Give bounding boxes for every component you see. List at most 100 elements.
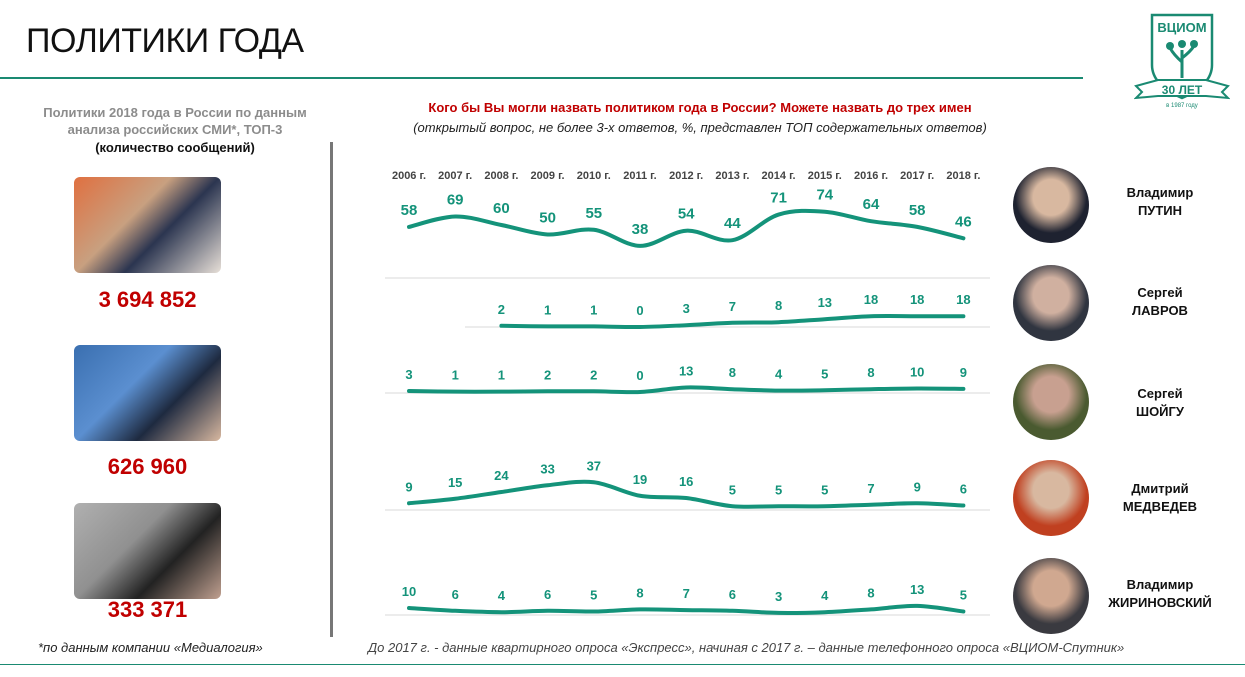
data-label: 6: [729, 587, 736, 602]
data-label: 1: [452, 368, 459, 383]
data-label: 38: [632, 221, 649, 238]
sobyanin-mentions: 333 371: [107, 597, 188, 622]
data-label: 2: [590, 367, 597, 382]
chart-subtitle: (открытый вопрос, не более 3-х ответов, …: [413, 120, 987, 135]
year-label: 2013 г.: [715, 170, 749, 182]
data-label: 0: [636, 303, 643, 318]
page-title: ПОЛИТИКИ ГОДА: [26, 22, 304, 60]
year-label: 2012 г.: [669, 170, 703, 182]
data-label: 1: [544, 302, 551, 317]
year-label: 2014 г.: [762, 170, 796, 182]
politician-name: Владимир ЖИРИНОВСКИЙ: [1108, 577, 1212, 610]
year-label: 2009 г.: [531, 170, 565, 182]
svg-text:в 1987 году: в 1987 году: [1166, 103, 1198, 109]
data-label: 8: [867, 365, 874, 380]
chart-title: Кого бы Вы могли назвать политиком года …: [428, 100, 972, 115]
shoigu-avatar: [1013, 364, 1089, 440]
data-label: 2: [498, 302, 505, 317]
year-label: 2018 г.: [946, 170, 980, 182]
data-label: 0: [636, 368, 643, 383]
data-label: 6: [960, 482, 967, 497]
year-label: 2016 г.: [854, 170, 888, 182]
data-label: 13: [818, 295, 832, 310]
data-label: 5: [960, 588, 967, 603]
data-label: 55: [585, 205, 602, 222]
year-label: 2006 г.: [392, 170, 426, 182]
data-label: 4: [498, 588, 506, 603]
data-label: 5: [821, 366, 828, 381]
data-label: 4: [821, 588, 829, 603]
data-label: 71: [770, 190, 787, 207]
data-label: 10: [402, 584, 416, 599]
data-label: 18: [956, 292, 970, 307]
data-label: 18: [910, 292, 924, 307]
data-label: 46: [955, 213, 972, 230]
year-label: 2008 г.: [484, 170, 518, 182]
data-label: 9: [960, 365, 967, 380]
data-label: 44: [724, 215, 741, 232]
series-line: [407, 208, 966, 248]
putin-avatar: [1013, 167, 1089, 243]
year-label: 2015 г.: [808, 170, 842, 182]
data-label: 9: [914, 479, 921, 494]
data-label: 5: [775, 482, 782, 497]
data-label: 6: [452, 587, 459, 602]
data-label: 13: [910, 582, 924, 597]
svg-text:ВЦИОМ: ВЦИОМ: [1157, 20, 1206, 35]
data-label: 8: [775, 298, 782, 313]
media-heading: Политики 2018 года в России по данным ан…: [43, 105, 307, 137]
politician-name: Владимир ПУТИН: [1126, 185, 1194, 218]
data-label: 3: [405, 367, 412, 382]
svg-text:30 ЛЕТ: 30 ЛЕТ: [1162, 83, 1203, 97]
data-label: 24: [494, 468, 509, 483]
putin-mentions: 3 694 852: [98, 287, 197, 312]
data-label: 8: [729, 365, 736, 380]
series-line: [407, 479, 966, 509]
data-label: 5: [821, 482, 828, 497]
header-divider: [0, 77, 1083, 79]
year-label: 2017 г.: [900, 170, 934, 182]
data-label: 9: [405, 479, 412, 494]
politician-name: Сергей ЛАВРОВ: [1132, 285, 1188, 318]
data-label: 5: [729, 482, 736, 497]
data-label: 5: [590, 588, 597, 603]
data-label: 74: [816, 187, 833, 204]
putin-photo: [74, 177, 221, 273]
data-label: 54: [678, 206, 695, 223]
data-label: 58: [909, 202, 926, 219]
data-label: 1: [498, 368, 505, 383]
data-label: 7: [867, 481, 874, 496]
data-label: 69: [447, 191, 464, 208]
year-label: 2011 г.: [623, 170, 656, 182]
footer-divider: [0, 664, 1245, 665]
medvedev-mentions: 626 960: [107, 454, 188, 479]
data-label: 1: [590, 302, 597, 317]
data-label: 19: [633, 472, 647, 487]
data-label: 16: [679, 474, 693, 489]
data-label: 6: [544, 587, 551, 602]
vciom-logo: ВЦИОМ 30 ЛЕТ в 1987 году: [1133, 10, 1231, 115]
data-label: 37: [587, 458, 601, 473]
sobyanin-photo: [74, 503, 221, 599]
vertical-divider: [330, 142, 333, 637]
data-label: 2: [544, 367, 551, 382]
data-label: 7: [729, 299, 736, 314]
politician-name: Дмитрий МЕДВЕДЕВ: [1122, 481, 1198, 514]
year-label: 2010 г.: [577, 170, 611, 182]
series-line: [407, 385, 966, 395]
data-label: 15: [448, 475, 462, 490]
data-label: 8: [636, 585, 643, 600]
lavrov-avatar: [1013, 265, 1089, 341]
media-subheading: (количество сообщений): [95, 140, 255, 155]
medvedev-photo: [74, 345, 221, 441]
year-label: 2007 г.: [438, 170, 472, 182]
data-label: 18: [864, 292, 878, 307]
data-label: 13: [679, 363, 693, 378]
data-label: 8: [867, 585, 874, 600]
series-line: [499, 313, 966, 330]
data-label: 3: [775, 589, 782, 604]
media-footnote: *по данным компании «Медиалогия»: [38, 640, 263, 655]
medvedev-avatar: [1013, 460, 1089, 536]
data-label: 58: [401, 202, 418, 219]
